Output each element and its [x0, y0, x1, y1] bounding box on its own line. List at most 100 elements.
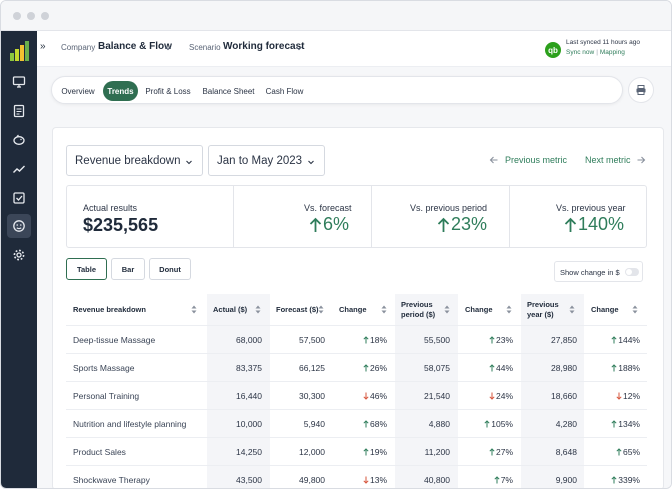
vs-previous-year-value: 140%	[564, 214, 624, 235]
arrow-down-icon	[363, 392, 369, 400]
sort-icon[interactable]	[506, 305, 512, 314]
sidebar-item-dashboard[interactable]	[7, 70, 31, 94]
cell-revenue-name: Product Sales	[73, 447, 126, 457]
show-change-toggle[interactable]: Show change in $	[554, 261, 643, 282]
sort-icon[interactable]	[569, 305, 575, 314]
arrow-up-icon	[363, 448, 369, 456]
table-row[interactable]: Shockwave Therapy 43,500 49,800 13% 40,800 7%…	[66, 465, 647, 488]
cell-previous-year: 4,280	[555, 419, 577, 429]
tab-trends[interactable]: Trends	[103, 81, 138, 101]
table-row[interactable]: Personal Training 16,440 30,300 46% 21,540 24…	[66, 381, 647, 409]
chevron-down-icon[interactable]	[295, 44, 303, 52]
cell-change-year: 188%	[584, 354, 640, 382]
view-donut-button[interactable]: Donut	[149, 258, 191, 280]
table-row[interactable]: Sports Massage 83,375 66,125 26% 58,075 44% 28…	[66, 353, 647, 381]
next-metric-link[interactable]: Next metric	[585, 155, 631, 165]
header-revenue-breakdown[interactable]: Revenue breakdown	[73, 304, 146, 314]
change-value: 19%	[369, 447, 387, 457]
cell-previous-period: 58,075	[424, 363, 450, 373]
sort-icon[interactable]	[191, 305, 197, 314]
header-previous-year[interactable]: Previous year ($)	[527, 300, 559, 319]
sort-icon[interactable]	[255, 305, 261, 314]
summary-divider	[233, 186, 234, 247]
header-change-year[interactable]: Change	[591, 304, 619, 314]
arrow-up-icon	[616, 448, 622, 456]
print-button[interactable]	[628, 77, 654, 103]
sync-separator: |	[596, 49, 598, 56]
change-indicator: 27%	[489, 447, 513, 457]
sidebar-item-tasks[interactable]	[7, 186, 31, 210]
vs-previous-period-label: Vs. previous period	[410, 203, 488, 213]
sort-icon[interactable]	[318, 305, 324, 314]
cell-previous-year: 28,980	[551, 363, 577, 373]
scenario-select[interactable]: Working forecast	[223, 41, 305, 52]
view-table-button[interactable]: Table	[66, 258, 107, 280]
sync-links: Sync now | Mapping	[566, 49, 625, 56]
tab-profit-loss[interactable]: Profit & Loss	[145, 86, 191, 96]
printer-icon	[636, 85, 646, 95]
vs-previous-year-percent: 140%	[578, 214, 625, 234]
trend-line-icon	[13, 165, 25, 173]
change-indicator: 26%	[363, 363, 387, 373]
previous-metric-link[interactable]: Previous metric	[505, 155, 568, 165]
table-row[interactable]: Deep-tissue Massage 68,000 57,500 18% 55,500…	[66, 325, 647, 353]
chevron-down-icon	[308, 160, 314, 165]
arrow-up-icon	[564, 217, 577, 232]
cell-actual: 16,440	[236, 391, 262, 401]
sidebar-item-reports[interactable]	[7, 99, 31, 123]
sort-icon[interactable]	[444, 305, 450, 314]
header-change-forecast[interactable]: Change	[339, 304, 367, 314]
sidebar-item-budget[interactable]	[7, 128, 31, 152]
change-value: 46%	[369, 391, 387, 401]
sidebar-item-insights[interactable]	[7, 214, 31, 238]
arrow-up-icon	[489, 448, 495, 456]
sort-icon[interactable]	[381, 305, 387, 314]
change-value: 44%	[495, 363, 513, 373]
toggle-switch[interactable]	[625, 268, 639, 276]
header-forecast[interactable]: Forecast ($)	[276, 304, 319, 314]
header-previous-period[interactable]: Previous period ($)	[401, 300, 436, 319]
view-bar-button[interactable]: Bar	[111, 258, 145, 280]
header-actual[interactable]: Actual ($)	[213, 304, 248, 314]
vs-forecast-value: 6%	[309, 214, 349, 235]
tab-cash-flow[interactable]: Cash Flow	[265, 86, 304, 96]
tab-overview[interactable]: Overview	[61, 86, 95, 96]
metric-dropdown[interactable]: Revenue breakdown	[66, 145, 203, 176]
period-dropdown[interactable]: Jan to May 2023	[208, 145, 325, 176]
change-indicator: 134%	[611, 419, 640, 429]
company-select[interactable]: Balance & Flow	[98, 41, 172, 52]
header-change-period[interactable]: Change	[465, 304, 493, 314]
cell-previous-year: 18,660	[551, 391, 577, 401]
tab-balance-sheet[interactable]: Balance Sheet	[202, 86, 255, 96]
face-icon	[13, 220, 25, 232]
arrow-up-icon	[363, 364, 369, 372]
period-dropdown-value: Jan to May 2023	[217, 154, 303, 167]
table-row[interactable]: Nutrition and lifestyle planning 10,000 5,…	[66, 409, 647, 437]
summary-panel: Actual results $235,565 Vs. forecast 6% …	[66, 185, 647, 248]
window-maximize-dot[interactable]	[41, 12, 49, 20]
sidebar-item-settings[interactable]	[7, 243, 31, 267]
sidebar-item-trends[interactable]	[7, 157, 31, 181]
scenario-label: Scenario	[189, 43, 221, 52]
cell-change-forecast: 26%	[333, 354, 387, 382]
expand-sidebar-button[interactable]: »	[40, 41, 46, 52]
cell-change-year: 339%	[584, 466, 640, 488]
sort-icon[interactable]	[632, 305, 638, 314]
change-indicator: 105%	[484, 419, 513, 429]
cell-previous-period: 4,880	[428, 419, 450, 429]
arrow-right-icon[interactable]	[636, 155, 646, 165]
cell-change-period: 23%	[458, 326, 513, 354]
chevron-down-icon[interactable]	[164, 44, 172, 52]
window-minimize-dot[interactable]	[27, 12, 35, 20]
table-row[interactable]: Product Sales 14,250 12,000 19% 11,200 27% 8,6…	[66, 437, 647, 465]
arrow-left-icon[interactable]	[489, 155, 499, 165]
change-indicator: 188%	[611, 363, 640, 373]
window-close-dot[interactable]	[13, 12, 21, 20]
bar-chart-logo[interactable]	[9, 41, 29, 61]
sync-now-link[interactable]: Sync now	[566, 49, 595, 56]
toggle-knob	[626, 269, 632, 275]
change-indicator: 12%	[616, 391, 640, 401]
mapping-link[interactable]: Mapping	[599, 49, 625, 56]
chevron-down-icon	[186, 160, 192, 165]
arrow-up-icon	[437, 217, 450, 232]
